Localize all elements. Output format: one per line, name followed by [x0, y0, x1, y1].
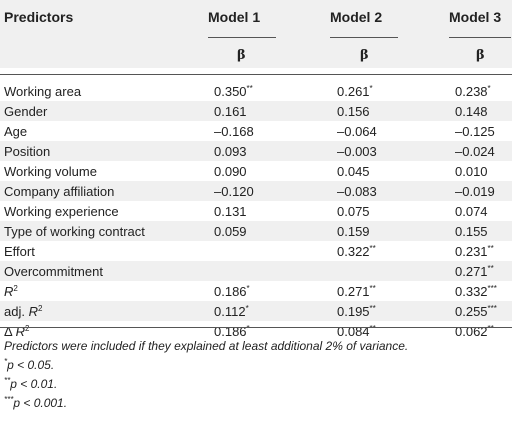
- model-2-value: 0.045: [337, 164, 370, 179]
- model-1-beta: β: [237, 48, 246, 63]
- model-1-underline: [208, 37, 276, 38]
- model-3-underline: [449, 37, 511, 38]
- model-2-header: Model 2: [330, 9, 383, 25]
- model-2-underline: [330, 37, 398, 38]
- table-row: Overcommitment 0.271**: [0, 261, 512, 281]
- model-3-value: 0.238*: [455, 84, 491, 99]
- model-1-value: 0.161: [214, 104, 247, 119]
- model-3-value: –0.125: [455, 124, 495, 139]
- row-label: Age: [4, 124, 28, 139]
- model-3-value: 0.074: [455, 204, 488, 219]
- model-2-value: 0.261*: [337, 84, 373, 99]
- model-3-value: 0.231**: [455, 244, 494, 259]
- model-3-value: 0.271**: [455, 264, 494, 279]
- model-2-value: 0.322**: [337, 244, 376, 259]
- row-label: Working volume: [4, 164, 97, 179]
- table-row: Gender 0.161 0.156 0.148: [0, 101, 512, 121]
- row-label: R2: [4, 284, 18, 299]
- row-label: Type of working contract: [4, 224, 145, 239]
- model-3-value: 0.332***: [455, 284, 497, 299]
- model-2-value: 0.156: [337, 104, 370, 119]
- model-1-value: –0.120: [214, 184, 254, 199]
- row-label: adj. R2: [4, 304, 43, 319]
- model-1-value: 0.059: [214, 224, 247, 239]
- table-row: Age –0.168 –0.064 –0.125: [0, 121, 512, 141]
- model-3-beta: β: [476, 48, 485, 63]
- model-2-beta: β: [360, 48, 369, 63]
- model-1-value: 0.350**: [214, 84, 253, 99]
- table-row: adj. R2 0.112* 0.195** 0.255***: [0, 301, 512, 321]
- row-label: Overcommitment: [4, 264, 103, 279]
- model-2-value: 0.195**: [337, 304, 376, 319]
- row-label: Company affiliation: [4, 184, 115, 199]
- row-label: Effort: [4, 244, 35, 259]
- table-row: Effort 0.322** 0.231**: [0, 241, 512, 261]
- model-2-value: –0.083: [337, 184, 377, 199]
- table-row: Working area 0.350** 0.261* 0.238*: [0, 81, 512, 101]
- model-3-value: 0.148: [455, 104, 488, 119]
- model-2-value: 0.159: [337, 224, 370, 239]
- model-3-header: Model 3: [449, 9, 502, 25]
- model-2-value: –0.064: [337, 124, 377, 139]
- table-bottom-rule: [0, 327, 512, 328]
- table-row: Position 0.093 –0.003 –0.024: [0, 141, 512, 161]
- model-1-value: 0.131: [214, 204, 247, 219]
- row-label: Δ R2: [4, 324, 30, 339]
- model-1-value: 0.093: [214, 144, 247, 159]
- row-label: Working experience: [4, 204, 119, 219]
- table-row: Type of working contract 0.059 0.159 0.155: [0, 221, 512, 241]
- model-3-value: –0.019: [455, 184, 495, 199]
- row-label: Gender: [4, 104, 48, 119]
- table-row: Working volume 0.090 0.045 0.010: [0, 161, 512, 181]
- model-3-value: 0.010: [455, 164, 488, 179]
- table-row: Company affiliation –0.120 –0.083 –0.019: [0, 181, 512, 201]
- model-1-header: Model 1: [208, 9, 261, 25]
- footnote-p001: ***p < 0.001.: [4, 395, 68, 411]
- predictors-header: Predictors: [4, 9, 74, 25]
- model-2-value: 0.271**: [337, 284, 376, 299]
- model-3-value: –0.024: [455, 144, 495, 159]
- model-2-value: 0.075: [337, 204, 370, 219]
- header-divider: [0, 74, 512, 75]
- row-label: Working area: [4, 84, 82, 99]
- table-footnotes: Predictors were included if they explain…: [4, 337, 408, 413]
- model-1-value: 0.090: [214, 164, 247, 179]
- row-label: Position: [4, 144, 51, 159]
- footnote-p05: *p < 0.05.: [4, 357, 55, 373]
- model-1-value: 0.186*: [214, 284, 250, 299]
- footnote-note: Predictors were included if they explain…: [4, 339, 409, 353]
- model-3-value: 0.155: [455, 224, 488, 239]
- table-row: Working experience 0.131 0.075 0.074: [0, 201, 512, 221]
- table-row: R2 0.186* 0.271** 0.332***: [0, 281, 512, 301]
- table-header: [0, 0, 512, 68]
- model-1-value: 0.112*: [214, 304, 249, 319]
- model-3-value: 0.255***: [455, 304, 497, 319]
- model-2-value: –0.003: [337, 144, 377, 159]
- footnote-p01: **p < 0.01.: [4, 376, 58, 392]
- model-1-value: –0.168: [214, 124, 254, 139]
